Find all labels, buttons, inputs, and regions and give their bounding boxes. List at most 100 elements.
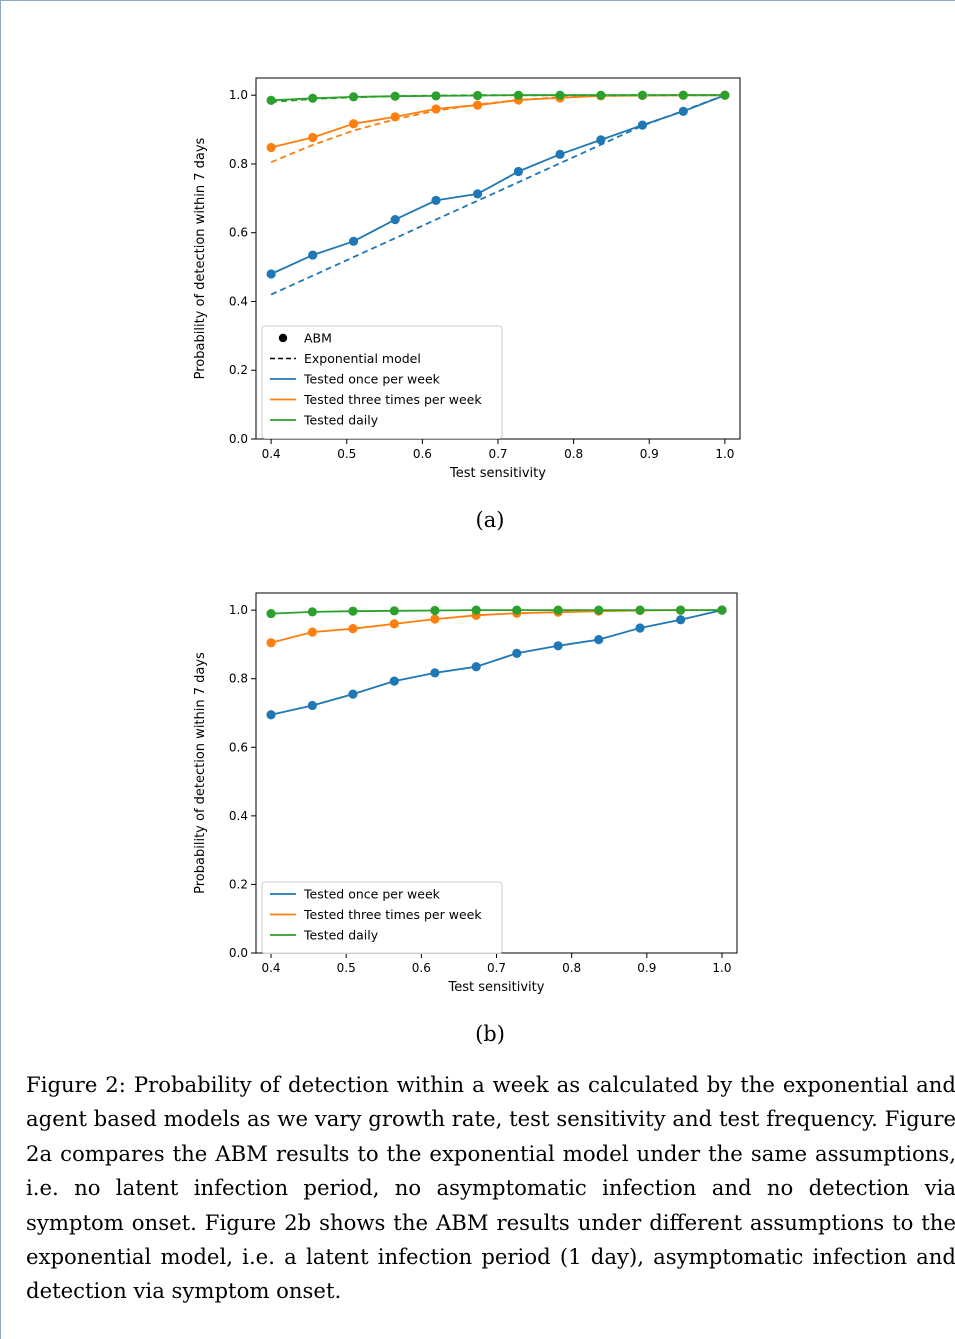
x-axis-label: Test sensitivity	[448, 980, 545, 995]
data-point	[717, 605, 727, 615]
data-point	[348, 606, 358, 616]
y-tick-label: 0.8	[229, 672, 248, 686]
x-tick-label: 0.7	[487, 961, 506, 975]
data-point	[430, 668, 440, 678]
data-point	[390, 112, 400, 122]
series-line-abm-2	[270, 609, 722, 615]
data-point	[266, 638, 276, 648]
chart-b: 0.4 0.5 0.6 0.7 0.8 0.9 1.0 0.0 0.2 0.4 0.6 0.8 1.0 T…	[0, 575, 760, 1005]
x-tick-label: 0.6	[412, 961, 431, 975]
legend-marker	[278, 333, 288, 343]
data-point	[676, 605, 686, 615]
series-line-abm-0	[270, 609, 723, 716]
legend-label: Exponential model	[304, 351, 421, 366]
x-tick-label: 1.0	[712, 961, 731, 975]
data-point	[594, 605, 604, 615]
legend-label: Tested three times per week	[303, 907, 482, 922]
data-point	[266, 710, 276, 720]
data-point	[307, 700, 317, 711]
legend-box	[261, 881, 503, 954]
data-point	[307, 627, 317, 637]
y-axis-label: Probability of detection within 7 days	[193, 137, 208, 379]
data-point	[720, 90, 730, 100]
data-point	[678, 90, 688, 100]
y-tick-label: 0.0	[229, 432, 248, 446]
data-point	[472, 90, 483, 101]
x-tick-label: 0.4	[261, 961, 280, 975]
series-line-abm-1	[270, 609, 722, 644]
data-point	[348, 92, 359, 102]
chart-a-sublabel: (a)	[475, 508, 505, 532]
data-point	[635, 605, 645, 615]
data-point	[637, 120, 648, 130]
y-tick-label: 0.0	[229, 946, 248, 960]
y-tick-label: 0.2	[229, 877, 248, 891]
x-axis-label: Test sensitivity	[449, 466, 546, 481]
series-line-exp-5	[271, 94, 725, 103]
x-tick-label: 0.9	[637, 961, 656, 975]
data-point	[635, 623, 645, 633]
data-point	[431, 104, 441, 114]
data-point	[471, 662, 481, 672]
data-point	[389, 676, 399, 686]
data-point	[596, 90, 606, 100]
data-point	[348, 689, 358, 699]
chart-b-svg: 0.4 0.5 0.6 0.7 0.8 0.9 1.0 0.0 0.2 0.4 0.6 0.8 1.0 T…	[193, 592, 738, 995]
data-point	[348, 624, 358, 634]
data-point	[637, 90, 648, 100]
data-point	[308, 93, 318, 103]
data-point	[266, 95, 276, 105]
y-tick-label: 0.6	[229, 226, 248, 240]
data-point	[676, 615, 686, 625]
y-axis-label: Probability of detection within 7 days	[193, 652, 208, 894]
legend-label: ABM	[304, 331, 332, 346]
chart-a: 0.4 0.5 0.6 0.7 0.8 0.9 1.0 0.0 0.2 0.4 0.6 0.8 1.0 T…	[0, 60, 760, 490]
data-point	[389, 619, 399, 629]
data-point	[594, 635, 604, 645]
x-tick-label: 0.5	[337, 447, 356, 461]
data-point	[555, 90, 565, 100]
data-point	[266, 608, 276, 619]
data-point	[389, 606, 399, 616]
legend-label: Tested once per week	[303, 887, 441, 902]
legend-label: Tested daily	[303, 413, 379, 428]
data-point	[513, 90, 524, 100]
x-tick-label: 1.0	[715, 447, 734, 461]
series-line-exp-4	[270, 94, 725, 164]
data-point	[512, 648, 522, 658]
x-tick-label: 0.9	[640, 447, 659, 461]
data-point	[555, 149, 565, 159]
y-tick-label: 0.6	[229, 740, 248, 754]
data-point	[390, 215, 400, 225]
y-tick-label: 0.2	[229, 363, 248, 377]
data-point	[430, 605, 440, 616]
x-tick-label: 0.7	[488, 447, 507, 461]
series-line-abm-0	[270, 94, 726, 275]
data-point	[390, 91, 400, 101]
data-point	[431, 91, 441, 101]
y-tick-label: 0.4	[229, 294, 248, 308]
series-line-exp-3	[270, 94, 726, 296]
y-tick-label: 0.8	[229, 157, 248, 171]
legend-label: Tested once per week	[303, 372, 441, 387]
x-tick-label: 0.4	[262, 447, 281, 461]
y-tick-label: 0.4	[229, 809, 248, 823]
chart-b-sublabel: (b)	[475, 1022, 505, 1046]
data-point	[596, 135, 606, 145]
data-point	[308, 250, 318, 260]
data-point	[471, 605, 481, 615]
figure-caption: Figure 2: Probability of detection withi…	[26, 1072, 955, 1304]
data-point	[512, 605, 522, 615]
data-point	[431, 195, 441, 205]
x-tick-label: 0.8	[562, 961, 581, 975]
data-point	[348, 236, 359, 246]
chart-a-svg: 0.4 0.5 0.6 0.7 0.8 0.9 1.0 0.0 0.2 0.4 0.6 0.8 1.0 T…	[193, 77, 741, 481]
data-point	[307, 607, 317, 617]
data-point	[553, 605, 563, 615]
data-point	[308, 132, 318, 143]
data-point	[472, 189, 483, 199]
y-tick-label: 1.0	[229, 603, 248, 617]
x-tick-label: 0.8	[564, 447, 583, 461]
y-tick-label: 1.0	[229, 88, 248, 102]
